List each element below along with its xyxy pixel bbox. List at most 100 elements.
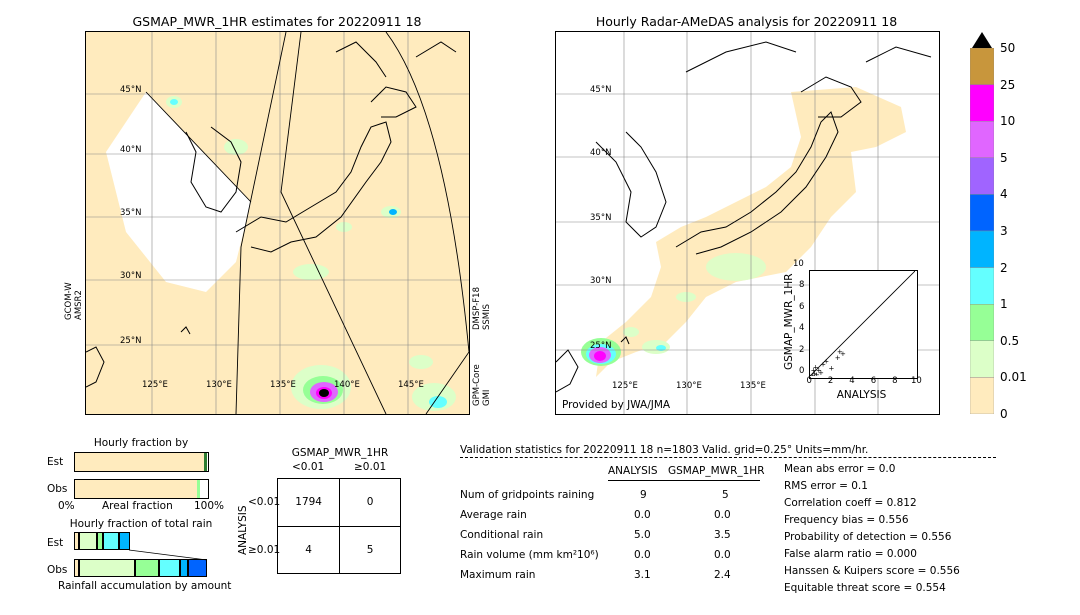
ct-cell-0-1: 0 [339,478,401,527]
scatter-ytick: 0 [799,366,805,376]
left-lon-135: 135°E [270,380,296,390]
colorbar-swatch [969,194,995,232]
right-map: 45°N 40°N 35°N 30°N 25°N 125°E 130°E 135… [555,31,940,415]
occ-label-est: Est [47,456,64,468]
scatter-point: + [818,369,824,376]
rain-bar-est [74,532,207,550]
right-lat-35: 35°N [590,213,611,223]
scatter-point: + [816,367,822,375]
colorbar-label: 1 [1000,297,1008,312]
ct-row-header-0: <0.01 [248,496,281,508]
rain-segment [159,559,181,577]
ct-col-header-1: ≥0.01 [354,461,387,473]
occ-x-right: 100% [194,500,225,512]
stat-label: Rain volume (mm km²10⁶) [460,549,599,561]
rain-xlabel: Rainfall accumulation by amount [58,580,232,592]
rain-segment [180,559,189,577]
right-lon-125: 125°E [612,381,638,391]
col-analysis-header: ANALYSIS [608,465,658,477]
scatter-ytick: 6 [799,301,805,312]
rain-bar-connector [128,549,208,561]
scatter-ytick: 4 [799,323,805,334]
colorbar-swatch [969,340,995,378]
ct-cell-1-1: 5 [339,525,401,574]
stat-label: Conditional rain [460,529,544,541]
scatter-point: + [835,354,841,362]
colorbar-label: 0 [1000,407,1008,421]
left-map-title: GSMAP_MWR_1HR estimates for 20220911 18 [132,14,422,29]
scatter-point: + [811,367,817,375]
colorbar-label: 10 [1000,114,1016,129]
right-lon-135: 135°E [740,381,766,391]
stat-analysis: 5.0 [634,529,651,541]
colorbar-swatch [969,47,995,85]
col-header-underline [608,480,760,481]
rain-segment [135,559,160,577]
colorbar-swatch [969,377,995,415]
stat-gsmap: 5 [722,489,729,501]
colorbar-swatch [969,304,995,342]
rain-segment [79,532,97,550]
left-lat-30: 30°N [120,271,141,281]
colorbar-label: 0.01 [1000,370,1027,385]
scatter-xtick: 6 [870,376,877,386]
left-lon-130: 130°E [206,380,232,390]
right-lat-40: 40°N [590,148,611,158]
occ-x-left: 0% [58,500,75,512]
ct-cell-0-0: 1794 [276,478,341,527]
colorbar-label: 25 [1000,77,1016,92]
scatter-point: + [829,365,835,373]
left-lon-140: 140°E [334,380,360,390]
sat-label-left: GCOM-W AMSR2 [64,282,84,320]
scatter-point: + [820,360,826,368]
score-corr: Correlation coeff = 0.812 [784,497,917,509]
colorbar-swatch [969,267,995,305]
ct-side-label: ANALYSIS [237,505,249,555]
stat-label: Average rain [460,509,527,521]
scatter-point: + [837,348,843,356]
score-far: False alarm ratio = 0.000 [784,548,917,560]
left-lat-40: 40°N [120,145,141,155]
stat-gsmap: 0.0 [714,549,731,561]
colorbar-label: 5 [1000,150,1008,165]
scatter-axes: 0 2 4 6 8 10 0 2 4 6 8 10 [778,259,928,406]
rain-bar-obs [74,559,207,577]
left-map: 45°N 40°N 35°N 30°N 25°N 125°E 130°E 135… [85,31,470,415]
score-rms: RMS error = 0.1 [784,480,868,492]
colorbar-label: 2 [1000,260,1008,275]
occ-xlabel: Areal fraction [102,500,173,512]
ct-col-header-0: <0.01 [292,461,325,473]
stat-gsmap: 2.4 [714,569,731,581]
left-lat-35: 35°N [120,208,141,218]
stat-gsmap: 0.0 [714,509,731,521]
scatter-ytick: 8 [799,280,805,291]
scatter-xtick: 0 [806,376,812,386]
colorbar-label: 4 [1000,187,1008,202]
col-gsmap-header: GSMAP_MWR_1HR [668,465,765,477]
rain-segment [96,532,104,550]
scatter-ytick: 2 [799,344,805,355]
left-lon-125: 125°E [142,380,168,390]
rain-label-obs: Obs [47,564,68,576]
scatter-plot: + + + + + + + + + + + + + [809,270,918,379]
stat-analysis: 3.1 [634,569,651,581]
scatter-xtick: 4 [849,376,855,386]
occ-fill [75,453,207,471]
contingency-table: 1794 0 4 5 [276,478,401,574]
stat-analysis: 0.0 [634,549,651,561]
score-mae: Mean abs error = 0.0 [784,463,896,475]
scatter-point: + [813,364,819,372]
stat-label: Maximum rain [460,569,536,581]
ct-cell-1-0: 4 [276,525,341,574]
validation-divider [460,457,996,458]
stat-analysis: 9 [640,489,647,501]
colorbar [969,30,995,415]
stat-label: Num of gridpoints raining [460,489,595,501]
ct-title: GSMAP_MWR_1HR [291,447,389,459]
rain-segment [74,559,80,577]
colorbar-arrow [970,30,994,50]
right-lat-25: 25°N [590,341,611,351]
map-credit: Provided by JWA/JMA [562,399,671,411]
scatter-xtick: 2 [827,376,834,386]
colorbar-labels: 50 25 10 5 4 3 2 1 0.5 0.01 0 [1000,40,1060,421]
